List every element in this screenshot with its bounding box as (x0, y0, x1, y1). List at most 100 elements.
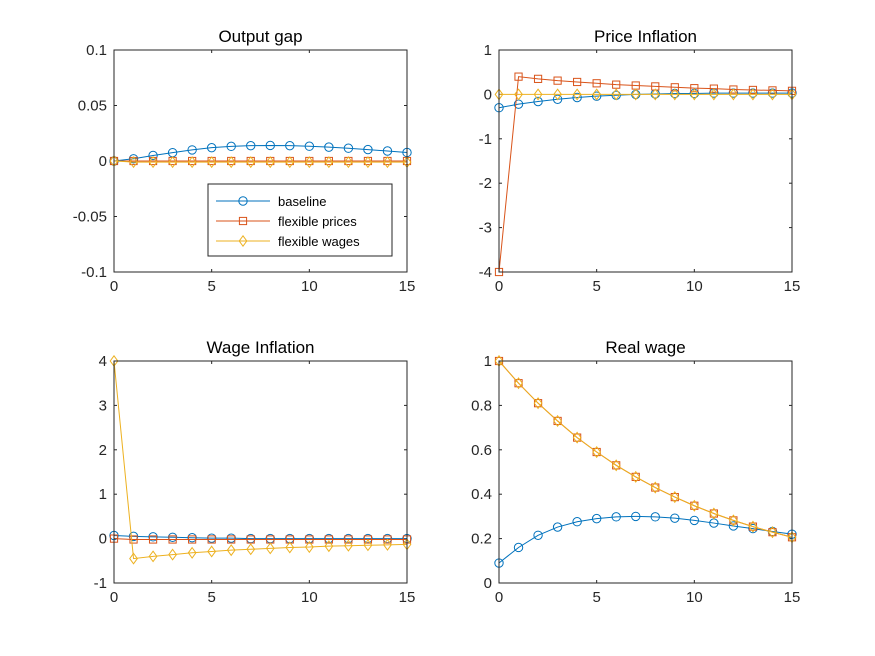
y-tick-label: 0 (99, 531, 107, 548)
data-point (514, 72, 523, 81)
y-tick-label: 2 (99, 442, 107, 459)
x-tick-label: 15 (784, 589, 801, 606)
data-point (383, 538, 392, 551)
legend-box (207, 183, 393, 257)
y-tick-label: 0.8 (471, 397, 492, 414)
data-point (689, 515, 700, 526)
data-point (748, 523, 758, 534)
data-point (533, 88, 543, 101)
x-tick-label: 10 (686, 278, 703, 295)
data-point (591, 513, 602, 524)
x-tick-label: 10 (301, 589, 318, 606)
y-tick-label: 4 (99, 353, 107, 370)
x-tick-label: 5 (592, 278, 600, 295)
data-point (363, 156, 373, 169)
data-point (148, 550, 158, 563)
data-point (533, 530, 543, 540)
data-point (650, 481, 660, 494)
data-point (129, 156, 138, 169)
y-tick-label: -1 (479, 131, 492, 148)
data-point (227, 535, 236, 544)
data-point (226, 156, 236, 169)
legend-entry-flexible-prices: flexible prices (216, 214, 357, 229)
data-point (344, 535, 353, 544)
data-point (748, 85, 758, 95)
series-baseline (494, 511, 797, 568)
legend-label: flexible prices (278, 214, 357, 229)
data-point (285, 140, 295, 151)
axes-frame (498, 49, 793, 273)
data-point (572, 431, 582, 444)
data-point (533, 74, 543, 83)
data-point (265, 156, 275, 169)
data-point (689, 88, 699, 101)
data-point (187, 546, 197, 559)
x-tick-label: 0 (110, 589, 118, 606)
data-point (363, 535, 373, 544)
data-point (128, 531, 139, 542)
data-point (265, 542, 275, 555)
data-point (226, 141, 236, 152)
data-point (226, 544, 236, 557)
data-point (768, 526, 777, 539)
data-point (304, 540, 314, 554)
data-point (129, 535, 138, 544)
data-point (592, 79, 601, 88)
data-point (612, 80, 621, 89)
data-point (592, 445, 602, 459)
axes-frame (113, 49, 408, 273)
series-line (113, 538, 407, 540)
y-tick-label: -1 (94, 575, 107, 592)
plot-area (499, 50, 792, 272)
x-tick-label: 5 (207, 589, 215, 606)
data-point (324, 142, 334, 152)
data-point (304, 141, 315, 151)
data-point (324, 156, 334, 169)
data-point (383, 156, 392, 169)
legend-marker (238, 234, 248, 248)
data-point (265, 140, 275, 151)
data-point (748, 520, 758, 533)
data-point (207, 545, 217, 558)
data-point (148, 535, 158, 544)
series-line (113, 534, 407, 540)
x-tick-label: 15 (399, 278, 416, 295)
panel-title: Output gap (218, 27, 302, 46)
y-tick-label: 0 (99, 153, 107, 170)
x-tick-label: 10 (301, 278, 318, 295)
data-point (128, 154, 139, 164)
axes-frame (113, 360, 408, 584)
x-tick-label: 15 (784, 278, 801, 295)
data-point (670, 88, 680, 101)
series-line (113, 160, 407, 163)
data-point (167, 532, 178, 542)
data-point (363, 539, 373, 552)
data-point (670, 513, 680, 523)
series-line (498, 76, 793, 273)
panel-output-gap: 0 5 10 15 -0.1 -0.05 0 0.05 0.1 Output gap baselin… (73, 27, 416, 295)
y-tick-label: 0.6 (471, 442, 492, 459)
data-point (650, 512, 660, 522)
data-point (168, 156, 178, 169)
data-point (552, 522, 563, 532)
data-point (611, 512, 621, 522)
data-point (226, 533, 236, 543)
data-point (553, 414, 563, 427)
data-point (572, 92, 582, 103)
data-point (729, 85, 738, 94)
data-point (305, 535, 314, 544)
data-point (246, 156, 256, 169)
series-baseline (109, 530, 412, 544)
data-point (188, 535, 197, 544)
panel-real-wage: 0 5 10 15 0 0.2 0.4 0.6 0.8 1 Real wage (471, 338, 800, 606)
data-point (690, 84, 699, 93)
data-point (383, 535, 392, 544)
y-tick-label: 0.05 (78, 98, 107, 115)
data-point (572, 517, 582, 527)
data-point (285, 156, 295, 169)
x-tick-label: 0 (110, 278, 118, 295)
data-point (285, 541, 295, 554)
data-point (553, 88, 563, 101)
panel-title: Wage Inflation (206, 338, 314, 357)
data-point (207, 535, 216, 544)
